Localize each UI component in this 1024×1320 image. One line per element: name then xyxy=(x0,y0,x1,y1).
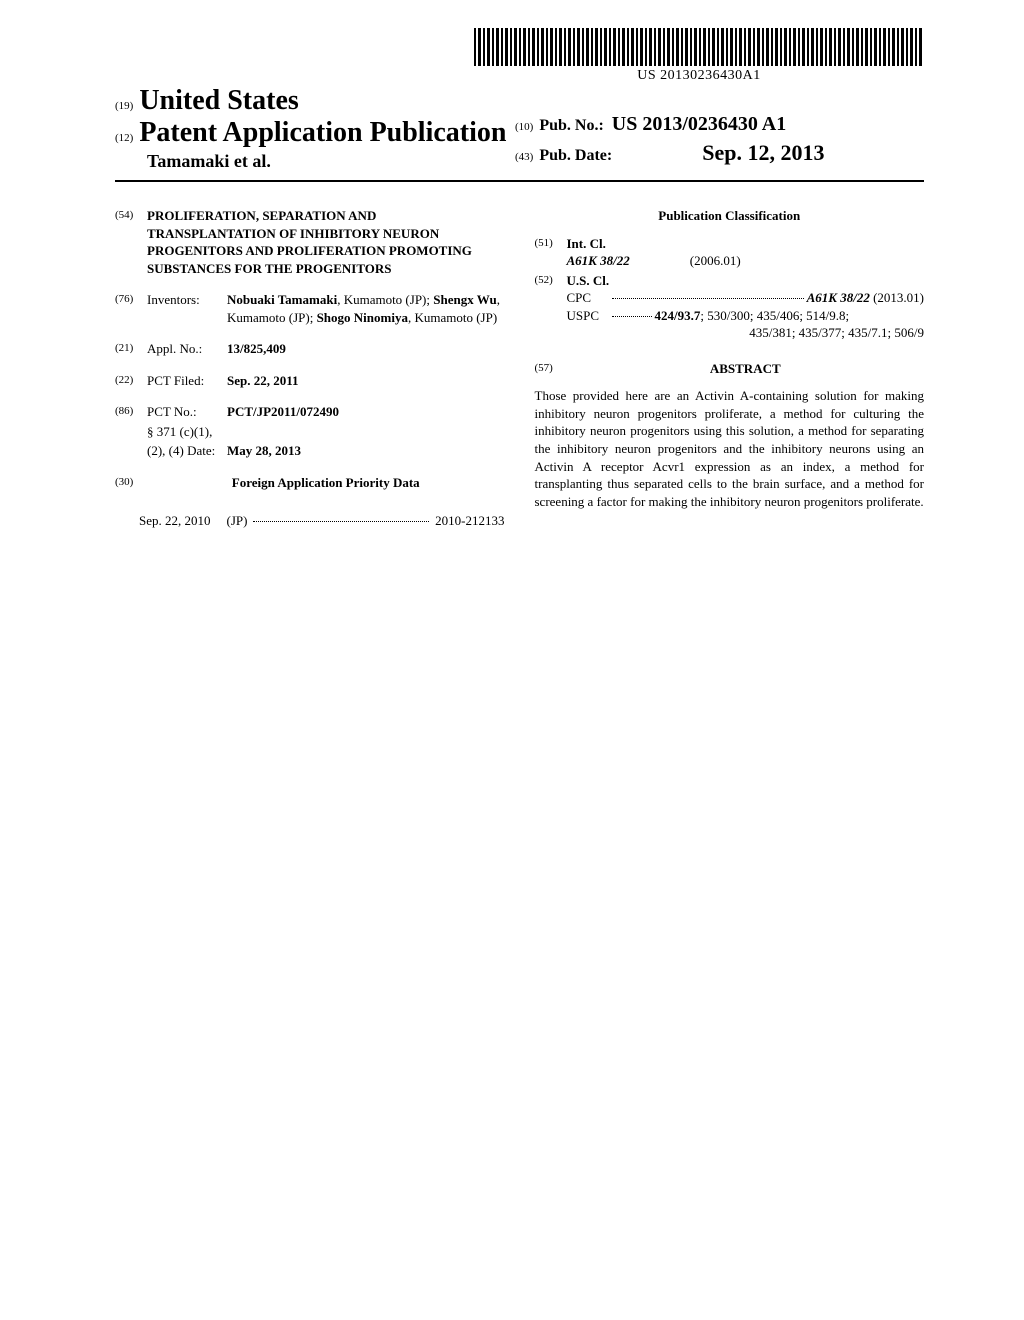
pub-date-code: (43) xyxy=(515,151,533,163)
int-cl-row: (51) Int. Cl. A61K 38/22 (2006.01) xyxy=(535,235,925,270)
priority-date: Sep. 22, 2010 xyxy=(139,512,211,530)
pct-filed-value: Sep. 22, 2011 xyxy=(227,372,505,390)
inventor-1-name: Nobuaki Tamamaki xyxy=(227,292,337,307)
s371-value-text: May 28, 2013 xyxy=(227,443,301,458)
appl-label: Appl. No.: xyxy=(147,340,227,358)
inventors-row: (76) Inventors: Nobuaki Tamamaki, Kumamo… xyxy=(115,291,505,326)
appl-value: 13/825,409 xyxy=(227,340,505,358)
title-code: (54) xyxy=(115,207,147,277)
uspc-label: USPC xyxy=(567,307,609,325)
cpc-value-wrap: A61K 38/22 (2013.01) xyxy=(807,289,924,307)
doc-type-code: (12) xyxy=(115,132,133,144)
priority-code: (30) xyxy=(115,474,147,502)
title-text: PROLIFERATION, SEPARATION AND TRANSPLANT… xyxy=(147,207,505,277)
country-code: (19) xyxy=(115,100,133,112)
inventors-code: (76) xyxy=(115,291,147,326)
us-cl-label: U.S. Cl. xyxy=(567,272,925,290)
cpc-value: A61K 38/22 xyxy=(807,290,870,305)
int-cl-label: Int. Cl. xyxy=(567,235,925,253)
us-cl-body: U.S. Cl. CPC A61K 38/22 (2013.01) USPC 4… xyxy=(567,272,925,342)
cpc-dots xyxy=(612,289,804,299)
barcode-block: US 20130236430A1 xyxy=(474,28,924,84)
pct-filed-label: PCT Filed: xyxy=(147,372,227,390)
columns: (54) PROLIFERATION, SEPARATION AND TRANS… xyxy=(115,207,924,529)
pct-filed-row: (22) PCT Filed: Sep. 22, 2011 xyxy=(115,372,505,390)
s371-row-1: § 371 (c)(1), xyxy=(115,423,505,441)
pct-filed-value-text: Sep. 22, 2011 xyxy=(227,373,299,388)
pub-date-row: (43) Pub. Date: Sep. 12, 2013 xyxy=(515,140,824,166)
abstract-text: Those provided here are an Activin A-con… xyxy=(535,387,925,510)
int-cl-body: Int. Cl. A61K 38/22 (2006.01) xyxy=(567,235,925,270)
abstract-heading-row: (57) ABSTRACT xyxy=(535,360,925,378)
uspc-value-1: 424/93.7 xyxy=(655,308,701,323)
pub-date-value: Sep. 12, 2013 xyxy=(702,140,824,166)
cpc-row: CPC A61K 38/22 (2013.01) xyxy=(567,289,925,307)
int-cl-line: A61K 38/22 (2006.01) xyxy=(567,252,925,270)
priority-number: 2010-212133 xyxy=(435,512,504,530)
inventor-1-loc: , Kumamoto (JP); xyxy=(337,292,433,307)
s371-value: May 28, 2013 xyxy=(227,442,301,460)
int-cl-class: A61K 38/22 xyxy=(567,252,687,270)
priority-heading-row: (30) Foreign Application Priority Data xyxy=(115,474,505,502)
abstract-heading: ABSTRACT xyxy=(567,360,925,378)
int-cl-year: (2006.01) xyxy=(690,253,741,268)
title-row: (54) PROLIFERATION, SEPARATION AND TRANS… xyxy=(115,207,505,277)
pub-no-row: (10) Pub. No.: US 2013/0236430 A1 xyxy=(515,113,824,136)
abstract-code: (57) xyxy=(535,360,567,378)
pct-no-code: (86) xyxy=(115,403,147,421)
pct-no-value-text: PCT/JP2011/072490 xyxy=(227,404,339,419)
inventors-value: Nobuaki Tamamaki, Kumamoto (JP); Shengx … xyxy=(227,291,505,326)
pub-no-label: Pub. No.: xyxy=(539,117,603,135)
inventors-label: Inventors: xyxy=(147,291,227,326)
dots xyxy=(253,512,429,522)
barcode-graphic xyxy=(474,28,924,66)
pct-filed-code: (22) xyxy=(115,372,147,390)
pub-info: (10) Pub. No.: US 2013/0236430 A1 (43) P… xyxy=(515,113,824,166)
pct-no-row: (86) PCT No.: PCT/JP2011/072490 xyxy=(115,403,505,421)
priority-country: (JP) xyxy=(227,512,248,530)
uspc-continuation: 435/381; 435/377; 435/7.1; 506/9 xyxy=(567,324,925,342)
left-column: (54) PROLIFERATION, SEPARATION AND TRANS… xyxy=(115,207,505,529)
inventor-2-name: Shengx Wu xyxy=(433,292,496,307)
appl-value-text: 13/825,409 xyxy=(227,341,286,356)
pct-no-value: PCT/JP2011/072490 xyxy=(227,403,505,421)
uspc-dots xyxy=(612,307,652,317)
classification-heading: Publication Classification xyxy=(535,207,925,225)
uspc-rest-1: ; 530/300; 435/406; 514/9.8; xyxy=(700,308,849,323)
s371-row-2: (2), (4) Date: May 28, 2013 xyxy=(115,442,505,460)
appl-row: (21) Appl. No.: 13/825,409 xyxy=(115,340,505,358)
inventor-3-name: Shogo Ninomiya xyxy=(317,310,408,325)
uspc-value-wrap: 424/93.7; 530/300; 435/406; 514/9.8; xyxy=(655,307,850,325)
pub-no-code: (10) xyxy=(515,121,533,133)
int-cl-code: (51) xyxy=(535,235,567,270)
us-cl-code: (52) xyxy=(535,272,567,342)
cpc-year: (2013.01) xyxy=(870,290,924,305)
uspc-row: USPC 424/93.7; 530/300; 435/406; 514/9.8… xyxy=(567,307,925,325)
appl-code: (21) xyxy=(115,340,147,358)
pub-date-label: Pub. Date: xyxy=(539,147,612,165)
priority-heading: Foreign Application Priority Data xyxy=(147,474,505,492)
inventor-3-loc: , Kumamoto (JP) xyxy=(408,310,497,325)
s371-label: § 371 (c)(1), xyxy=(147,423,212,441)
pct-no-label: PCT No.: xyxy=(147,403,227,421)
country: United States xyxy=(139,85,298,117)
doc-type: Patent Application Publication xyxy=(139,117,506,149)
pub-no-value: US 2013/0236430 A1 xyxy=(612,113,786,136)
barcode-text: US 20130236430A1 xyxy=(474,68,924,84)
s371-sub: (2), (4) Date: xyxy=(147,442,227,460)
priority-data-row: Sep. 22, 2010 (JP) 2010-212133 xyxy=(115,512,505,530)
us-cl-row: (52) U.S. Cl. CPC A61K 38/22 (2013.01) U… xyxy=(535,272,925,342)
divider xyxy=(115,180,924,182)
right-column: Publication Classification (51) Int. Cl.… xyxy=(535,207,925,529)
cpc-label: CPC xyxy=(567,289,609,307)
